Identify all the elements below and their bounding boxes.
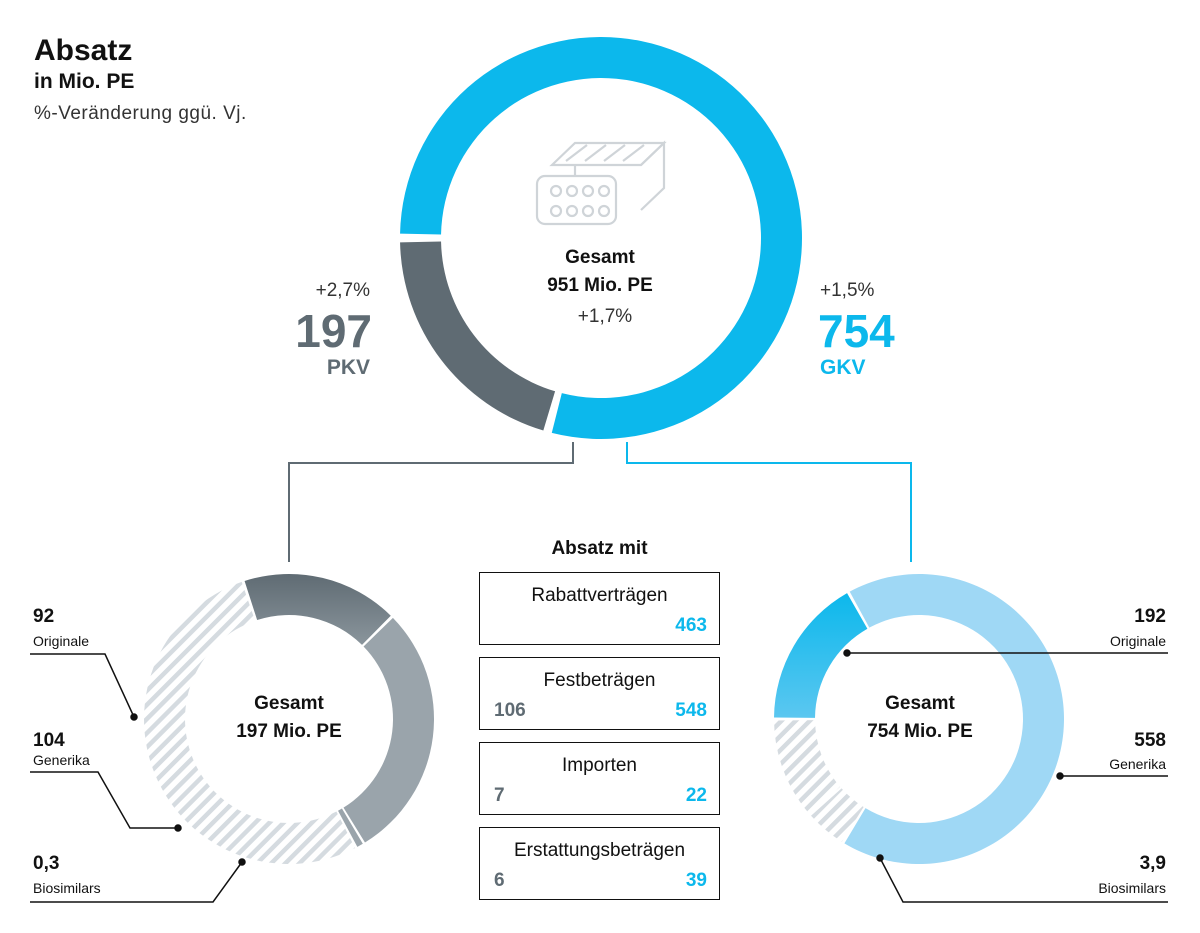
pkv-value: 197 bbox=[295, 305, 372, 357]
gkv-generika-label: Generika bbox=[1109, 756, 1166, 772]
gkv-generika-slice bbox=[844, 574, 1064, 864]
table-row-importen: Importen 7 22 bbox=[479, 742, 720, 815]
row-gkv-value: 548 bbox=[675, 700, 707, 721]
total-center-value: 951 Mio. PE bbox=[547, 274, 653, 296]
pkv-generika-value: 104 bbox=[33, 730, 65, 751]
gkv-originale-slice bbox=[774, 593, 868, 718]
gkv-value: 754 bbox=[818, 305, 895, 357]
pkv-originale-label: Originale bbox=[33, 633, 90, 649]
pkv-donut bbox=[144, 574, 434, 864]
gkv-label: GKV bbox=[820, 356, 866, 379]
medicine-package-icon bbox=[535, 140, 667, 226]
row-gkv-value: 22 bbox=[685, 785, 707, 806]
gkv-leader-lines bbox=[843, 649, 1168, 903]
gkv-hatched-slice bbox=[774, 720, 841, 814]
gkv-center-label: Gesamt 754 Mio. PE bbox=[820, 690, 1020, 745]
pkv-generika-label: Generika bbox=[33, 752, 90, 768]
pkv-slice bbox=[400, 241, 556, 431]
gkv-generika-value: 558 bbox=[1134, 730, 1166, 751]
pkv-generika-slice bbox=[343, 617, 434, 843]
pkv-leader-lines bbox=[30, 653, 246, 903]
total-donut bbox=[400, 36, 803, 440]
gkv-connector bbox=[626, 442, 912, 562]
gkv-center-value: 754 Mio. PE bbox=[867, 720, 973, 742]
total-center-label: Gesamt 951 Mio. PE bbox=[500, 244, 700, 299]
gkv-originale-label: Originale bbox=[1109, 633, 1166, 649]
table-row-erstattungsbetraege: Erstattungsbeträgen 6 39 bbox=[479, 827, 720, 900]
absatz-mit-title: Absatz mit bbox=[551, 538, 648, 559]
pkv-change: +2,7% bbox=[315, 280, 370, 301]
pkv-center-value: 197 Mio. PE bbox=[236, 720, 342, 742]
pkv-center-label: Gesamt 197 Mio. PE bbox=[189, 690, 389, 745]
total-change: +1,7% bbox=[577, 306, 633, 327]
pkv-biosimilars-label: Biosimilars bbox=[33, 880, 101, 896]
gkv-center-title: Gesamt bbox=[885, 693, 955, 714]
row-label: Rabattverträgen bbox=[531, 585, 668, 606]
pkv-connector bbox=[288, 442, 574, 562]
row-pkv-value: 106 bbox=[494, 700, 526, 721]
pkv-label: PKV bbox=[326, 356, 370, 379]
gkv-biosimilars-value: 3,9 bbox=[1139, 853, 1166, 874]
pkv-center-title: Gesamt bbox=[254, 693, 324, 714]
row-label: Importen bbox=[562, 755, 637, 776]
row-pkv-value: 6 bbox=[494, 870, 505, 891]
gkv-donut bbox=[774, 574, 1064, 864]
row-label: Erstattungsbeträgen bbox=[513, 840, 686, 861]
pkv-biosimilars-value: 0,3 bbox=[33, 853, 60, 874]
pkv-biosimilars-slice bbox=[338, 808, 363, 847]
row-gkv-value: 463 bbox=[675, 615, 707, 636]
gkv-biosimilars-label: Biosimilars bbox=[1098, 880, 1166, 896]
row-pkv-value: 7 bbox=[494, 785, 505, 806]
gkv-originale-value: 192 bbox=[1134, 606, 1166, 627]
pkv-originale-value: 92 bbox=[33, 606, 55, 627]
change-note: %-Veränderung ggü. Vj. bbox=[34, 103, 247, 124]
pkv-originale-slice bbox=[244, 574, 391, 645]
page-title: Absatz bbox=[34, 34, 133, 67]
table-row-festbetraege: Festbeträgen 106 548 bbox=[479, 657, 720, 730]
table-row-rabattvertraege: Rabattverträgen 463 bbox=[479, 572, 720, 645]
row-label: Festbeträgen bbox=[543, 670, 656, 691]
row-gkv-value: 39 bbox=[685, 870, 707, 891]
pkv-hatched-slice bbox=[144, 581, 356, 864]
gkv-change: +1,5% bbox=[820, 280, 875, 301]
gkv-biosimilars-slice bbox=[811, 788, 864, 842]
total-center-title: Gesamt bbox=[565, 247, 635, 268]
unit-label: in Mio. PE bbox=[34, 70, 135, 93]
